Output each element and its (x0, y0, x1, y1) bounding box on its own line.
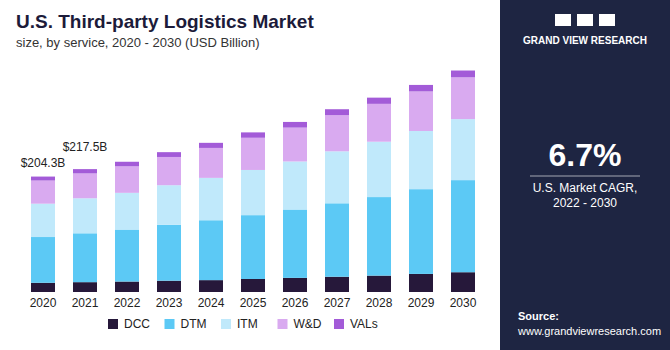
bar-segment (73, 282, 97, 292)
bar-segment (199, 143, 223, 148)
bar-segment (409, 274, 433, 292)
bar-segment (157, 185, 181, 225)
x-tick-label: 2029 (408, 296, 435, 310)
bar-segment (115, 162, 139, 167)
bar-segment (367, 142, 391, 197)
bar-segment (367, 276, 391, 292)
cagr-value: 6.7% (549, 137, 622, 173)
x-tick-label: 2026 (282, 296, 309, 310)
bar-segment (409, 85, 433, 91)
bar-segment (157, 281, 181, 292)
brand: GRAND VIEW RESEARCH (523, 35, 647, 46)
title: U.S. Third-party Logistics Market (16, 11, 314, 32)
bar-segment (367, 197, 391, 276)
bar-segment (325, 109, 349, 115)
bars (31, 71, 475, 292)
bar-segment (115, 230, 139, 282)
bar-segment (31, 283, 55, 292)
bar-segment (283, 210, 307, 278)
legend-swatch (165, 319, 175, 329)
x-tick-label: 2023 (156, 296, 183, 310)
subtitle: size, by service, 2020 - 2030 (USD Billi… (16, 35, 260, 50)
bar-segment (325, 115, 349, 151)
bar-segment (73, 198, 97, 233)
bar-segment (199, 280, 223, 292)
bar-segment (31, 177, 55, 181)
bar-segment (367, 98, 391, 104)
bar-segment (73, 169, 97, 173)
bar-segment (199, 148, 223, 178)
bar-segment (325, 151, 349, 203)
bar-segment (367, 104, 391, 142)
background (0, 0, 670, 350)
bar-segment (409, 91, 433, 131)
bar-segment (73, 173, 97, 198)
bar-segment (409, 131, 433, 189)
bar-segment (409, 189, 433, 274)
x-tick-label: 2024 (198, 296, 225, 310)
bar-segment (115, 166, 139, 193)
bar-segment (451, 77, 475, 119)
bar-segment (199, 178, 223, 220)
logo-block (599, 14, 615, 26)
legend-swatch (334, 319, 344, 329)
bar-segment (199, 220, 223, 280)
legend-swatch (221, 319, 231, 329)
chart: U.S. Third-party Logistics Market size, b… (0, 0, 670, 350)
x-tick-label: 2020 (30, 296, 57, 310)
bar-segment (157, 157, 181, 185)
bar-segment (31, 204, 55, 237)
logo-block (555, 14, 571, 26)
bar-segment (241, 279, 265, 292)
x-tick-label: 2025 (240, 296, 267, 310)
x-tick-label: 2027 (324, 296, 351, 310)
source-label: Source: (518, 310, 559, 322)
bar-segment (283, 278, 307, 292)
cagr-label: 2022 - 2030 (553, 196, 617, 210)
bar-segment (283, 122, 307, 128)
bar-segment (451, 119, 475, 180)
legend-label: ITM (237, 317, 258, 331)
bar-segment (451, 272, 475, 292)
bar-segment (283, 161, 307, 209)
bar-segment (115, 193, 139, 230)
bar-segment (283, 128, 307, 162)
x-tick-label: 2022 (114, 296, 141, 310)
legend-label: W&D (294, 317, 322, 331)
bar-segment (451, 180, 475, 272)
x-tick-label: 2021 (72, 296, 99, 310)
bar-segment (451, 71, 475, 78)
side-panel (500, 0, 670, 350)
annotation: $217.5B (63, 140, 108, 154)
legend-label: DCC (124, 317, 150, 331)
bar-segment (241, 215, 265, 279)
bar-segment (325, 277, 349, 292)
legend-label: VALs (350, 317, 378, 331)
bar-segment (157, 225, 181, 281)
bar-segment (241, 132, 265, 137)
divider (530, 176, 640, 177)
bar-segment (241, 170, 265, 215)
x-tick-label: 2028 (366, 296, 393, 310)
cagr-label: U.S. Market CAGR, (533, 181, 638, 195)
x-tick-label: 2030 (450, 296, 477, 310)
bar-segment (325, 203, 349, 276)
legend-swatch (108, 319, 118, 329)
logo (555, 14, 615, 26)
legend-swatch (278, 319, 288, 329)
bar-segment (241, 138, 265, 170)
annotation: $204.3B (21, 156, 66, 170)
bar-segment (115, 282, 139, 292)
bar-segment (157, 152, 181, 157)
source-url: www.grandviewresearch.com (517, 325, 661, 337)
bar-segment (31, 237, 55, 283)
logo-block (577, 14, 593, 26)
bar-segment (73, 233, 97, 282)
bar-segment (31, 181, 55, 204)
legend-label: DTM (181, 317, 207, 331)
